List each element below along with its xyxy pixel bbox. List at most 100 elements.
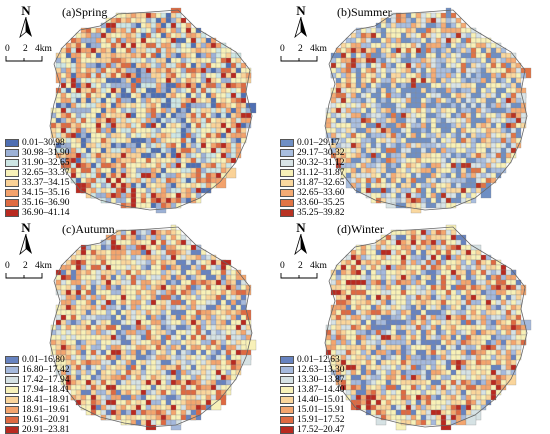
legend-item: 18.91–19.61 [5,405,70,415]
legend-item: 32.65–33.37 [5,168,70,178]
scale-bar-icon [280,56,318,62]
legend-item: 18.41–18.91 [5,395,70,405]
legend-item: 17.94–18.41 [5,385,70,395]
legend-label: 30.32–31.12 [297,158,345,168]
north-label: N [21,220,31,235]
panel-summer: (b)Summer N 0 2 4km 0.01–29.17 29.17–30.3… [275,0,550,217]
legend-label: 31.12–31.87 [297,168,345,178]
legend-item: 0.01–12.63 [280,355,345,365]
legend-item: 34.15–35.16 [5,188,70,198]
scale-bar-icon [5,273,43,279]
legend-swatch [5,199,19,207]
scale-label-2: 2 [23,44,28,54]
panel-autumn: (c)Autumn N 0 2 4km 0.01–16.80 16.80–17.4… [0,217,275,434]
legend-label: 18.41–18.91 [22,395,70,405]
legend-item: 17.42–17.94 [5,375,70,385]
choropleth-map [324,224,532,431]
legend: 0.01–29.17 29.17–30.32 30.32–31.12 31.12–31… [280,138,345,217]
legend-swatch [280,386,294,394]
legend-item: 30.32–31.12 [280,158,345,168]
scale-label-0: 0 [280,44,285,54]
legend-swatch [280,416,294,424]
legend-item: 36.90–41.14 [5,208,70,217]
legend-swatch [5,376,19,384]
panel-winter: (d)Winter N 0 2 4km 0.01–12.63 12.63–13.3… [275,217,550,434]
legend-label: 12.63–13.30 [297,365,345,375]
legend-swatch [5,159,19,167]
legend-label: 20.91–23.81 [22,425,70,434]
scale-label-0: 0 [5,261,10,271]
north-arrow-icon [19,233,32,256]
scale-bar-icon [280,273,318,279]
legend-item: 15.91–17.52 [280,415,345,425]
legend-label: 32.65–33.60 [297,188,345,198]
choropleth-map [49,224,257,431]
north-arrow-icon [19,16,32,39]
legend-swatch [280,356,294,364]
legend-item: 33.60–35.25 [280,198,345,208]
legend-item: 35.25–39.82 [280,208,345,217]
legend-swatch [280,366,294,374]
legend-item: 31.87–32.65 [280,178,345,188]
legend-item: 35.16–36.90 [5,198,70,208]
legend-swatch [280,149,294,157]
legend-label: 13.87–14.40 [297,385,345,395]
legend: 0.01–12.63 12.63–13.30 13.30–13.87 13.87–14… [280,355,345,434]
legend-label: 0.01–29.17 [297,138,340,148]
legend-label: 32.65–33.37 [22,168,70,178]
scale-label-2: 2 [298,44,303,54]
panel-title: (a)Spring [62,5,108,19]
north-label: N [296,220,306,235]
legend-swatch [5,356,19,364]
legend-item: 13.87–14.40 [280,385,345,395]
legend-label: 14.40–15.01 [297,395,345,405]
legend-swatch [5,209,19,217]
legend-item: 31.12–31.87 [280,168,345,178]
legend-swatch [5,406,19,414]
legend-label: 34.15–35.16 [22,188,70,198]
scale-label-0: 0 [280,261,285,271]
legend-swatch [280,139,294,147]
scale-bar: 0 2 4km [280,44,340,65]
legend-swatch [280,189,294,197]
scale-bar: 0 2 4km [5,44,65,65]
legend-item: 33.37–34.15 [5,178,70,188]
choropleth-map [324,7,532,214]
legend-label: 31.87–32.65 [297,178,345,188]
legend-label: 36.90–41.14 [22,208,70,217]
choropleth-map [49,7,257,214]
north-arrow-icon [294,233,307,256]
scale-label-0: 0 [5,44,10,54]
scale-bar: 0 2 4km [5,261,65,282]
legend-swatch [280,396,294,404]
legend-item: 12.63–13.30 [280,365,345,375]
legend-label: 19.61–20.91 [22,415,70,425]
legend-swatch [5,149,19,157]
legend-label: 29.17–30.32 [297,148,345,158]
north-arrow: N [288,4,314,44]
scale-label-2: 2 [23,261,28,271]
legend-item: 32.65–33.60 [280,188,345,198]
panel-title: (d)Winter [337,222,384,236]
legend-swatch [5,396,19,404]
scale-label-4: 4km [35,261,52,271]
legend-swatch [280,209,294,217]
legend-swatch [5,416,19,424]
legend-swatch [5,139,19,147]
scale-label-4: 4km [35,44,52,54]
legend-item: 13.30–13.87 [280,375,345,385]
legend-item: 14.40–15.01 [280,395,345,405]
scale-label-2: 2 [298,261,303,271]
north-label: N [296,3,306,18]
legend-swatch [280,199,294,207]
legend-item: 30.98–31.90 [5,148,70,158]
legend-swatch [280,159,294,167]
legend-swatch [5,189,19,197]
legend-swatch [280,179,294,187]
legend-item: 19.61–20.91 [5,415,70,425]
north-arrow-icon [294,16,307,39]
legend-label: 15.01–15.91 [297,405,345,415]
panel-title: (b)Summer [337,5,392,19]
panel-title: (c)Autumn [62,222,115,236]
legend-swatch [280,376,294,384]
